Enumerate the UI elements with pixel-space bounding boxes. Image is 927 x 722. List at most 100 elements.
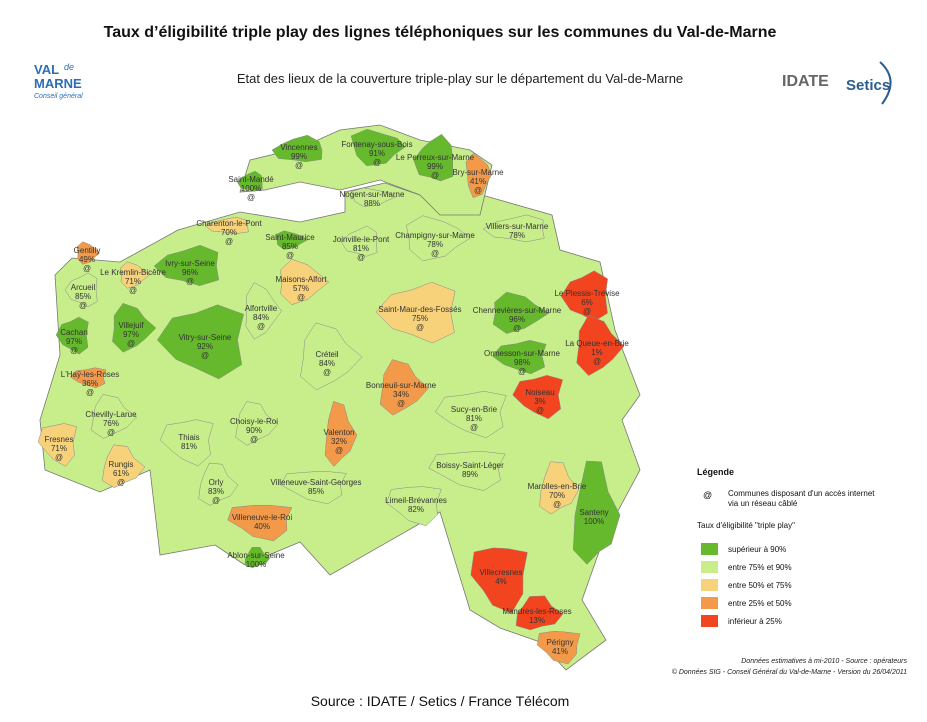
commune-value: 61%: [113, 469, 129, 478]
commune-area: [102, 444, 146, 488]
commune-area: [537, 630, 581, 665]
commune-area: [275, 230, 308, 250]
commune-value: 99%: [427, 162, 443, 171]
legend-swatch: [701, 615, 718, 627]
legend-label: entre 50% et 75%: [728, 581, 792, 590]
commune-area: [413, 133, 454, 182]
commune-name: Périgny: [546, 638, 573, 647]
commune-area: [324, 401, 358, 467]
commune-area: [112, 303, 157, 353]
commune-name: Villiers-sur-Marne: [486, 222, 549, 231]
commune-value: 99%: [291, 152, 307, 161]
commune-area: [227, 505, 293, 542]
commune-value: 13%: [529, 616, 545, 625]
commune-name: Le Perreux-sur-Marne: [396, 153, 475, 162]
legend-items: supérieur à 90% entre 75% et 90% entre 50%…: [701, 543, 792, 627]
logo-text: Conseil général: [34, 93, 83, 100]
commune-name: Fresnes: [45, 435, 74, 444]
commune-name: Alfortville: [245, 304, 278, 313]
commune-value: 41%: [552, 647, 568, 656]
commune-area: [491, 340, 547, 375]
commune-cable: @: [83, 264, 91, 273]
commune-cable: @: [247, 193, 255, 202]
commune-name: Vitry-sur-Seine: [179, 333, 232, 342]
commune-value: 71%: [125, 277, 141, 286]
legend-swatch: [701, 543, 718, 555]
logo-left: VAL de MARNE Conseil général: [34, 62, 83, 100]
title: Taux d’éligibilité triple play des ligne…: [104, 24, 777, 41]
legend-symbol: @: [703, 490, 712, 500]
commune-value: 34%: [393, 390, 409, 399]
commune-name: Valenton: [324, 428, 355, 437]
commune-area: [492, 291, 550, 334]
legend-subtitle: Taux d'éligibilité "triple play": [697, 521, 795, 530]
commune-area: [512, 375, 564, 420]
commune-name: Mandres-les-Roses: [502, 607, 571, 616]
commune-value: 78%: [509, 231, 525, 240]
commune-area: [576, 315, 625, 376]
logo-text: Setics: [846, 77, 890, 94]
commune-name: Maisons-Alfort: [275, 275, 327, 284]
commune-value: 100%: [241, 184, 261, 193]
subtitle: Etat des lieux de la couverture triple-p…: [237, 71, 683, 86]
commune-value: 85%: [282, 242, 298, 251]
commune-name: Champigny-sur-Marne: [395, 231, 475, 240]
legend-swatch: [701, 561, 718, 573]
commune-area: [470, 547, 528, 614]
commune-value: 3%: [534, 397, 546, 406]
commune-name: Boissy-Saint-Léger: [436, 461, 504, 470]
commune-value: 90%: [246, 426, 262, 435]
commune-name: Choisy-le-Roi: [230, 417, 278, 426]
legend-text: via un réseau câblé: [728, 499, 798, 508]
commune-area: [572, 460, 621, 565]
commune-value: 36%: [82, 379, 98, 388]
commune-area: [515, 595, 564, 631]
commune-cable: @: [397, 399, 405, 408]
commune-name: Bry-sur-Marne: [452, 168, 504, 177]
commune-area: [340, 225, 378, 257]
commune-cable: @: [431, 249, 439, 258]
commune-value: 70%: [221, 228, 237, 237]
commune-area: [405, 215, 471, 262]
commune-name: Nogent-sur-Marne: [340, 190, 405, 199]
commune-name: Chennevières-sur-Marne: [473, 306, 562, 315]
commune-name: Saint-Mandé: [228, 175, 274, 184]
commune-cable: @: [513, 324, 521, 333]
commune-value: 6%: [581, 298, 593, 307]
commune-name: Arcueil: [71, 283, 96, 292]
commune-area: [465, 153, 492, 199]
commune-area: [235, 401, 279, 446]
commune-cable: @: [117, 478, 125, 487]
commune-value: 91%: [369, 149, 385, 158]
commune-cable: @: [286, 251, 294, 260]
logo-text: VAL: [34, 62, 59, 77]
commune-area: [236, 170, 263, 192]
commune-name: Marolles-en-Brie: [528, 482, 587, 491]
commune-name: La Queue-en-Brie: [565, 339, 629, 348]
commune-name: Cachan: [60, 328, 88, 337]
commune-cable: @: [127, 339, 135, 348]
legend-label: entre 75% et 90%: [728, 563, 792, 572]
legend-swatch: [701, 579, 718, 591]
commune-value: 81%: [466, 414, 482, 423]
commune-area: [280, 259, 330, 305]
commune-cable: @: [518, 367, 526, 376]
commune-name: Limeil-Brévannes: [385, 496, 447, 505]
commune-cable: @: [86, 388, 94, 397]
commune-area: [120, 261, 150, 289]
commune-area: [379, 359, 429, 416]
commune-name: Villecresnes: [480, 568, 523, 577]
commune-name: Gentilly: [74, 246, 101, 255]
commune-cable: @: [250, 435, 258, 444]
commune-cable: @: [335, 446, 343, 455]
commune-value: 1%: [591, 348, 603, 357]
note: © Données SIG - Conseil Général du Val-d…: [672, 668, 907, 676]
commune-name: Le Plessis-Trévise: [554, 289, 620, 298]
commune-area: [37, 423, 77, 467]
legend: Légende @ Communes disposant d'un accès …: [697, 467, 875, 627]
commune-area: [91, 394, 138, 439]
commune-cable: @: [295, 161, 303, 170]
commune-area: [280, 470, 347, 505]
